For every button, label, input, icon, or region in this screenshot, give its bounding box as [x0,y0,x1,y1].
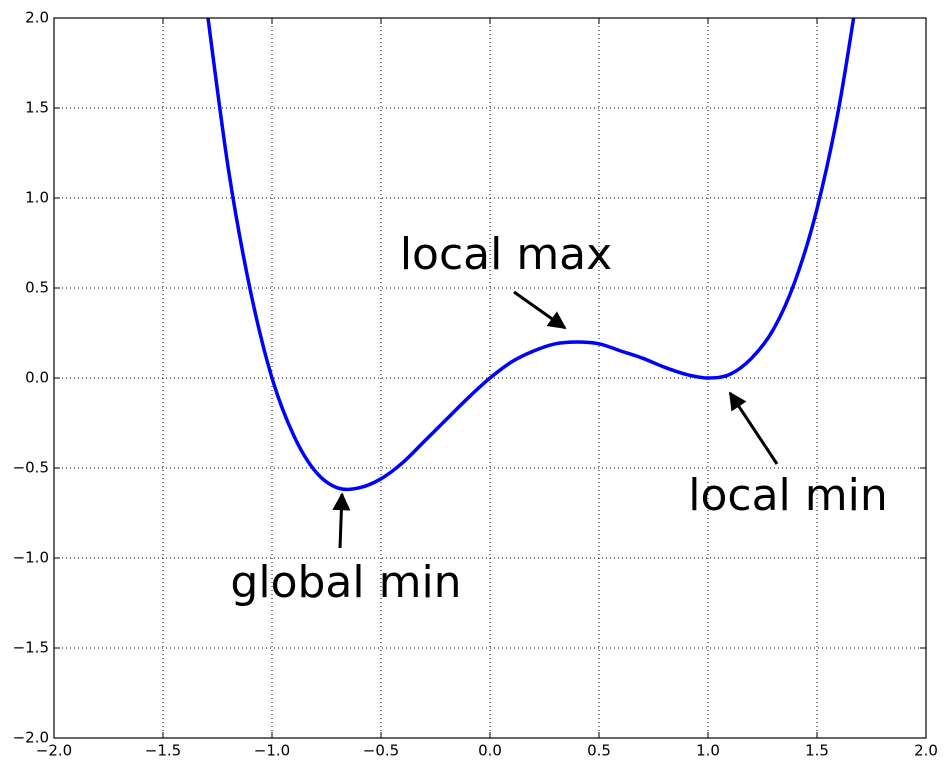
x-tick-label: −1.0 [254,742,290,760]
y-tick-label: −0.5 [13,459,49,477]
x-tick-label: 0.0 [478,742,502,760]
annotation-arrow [332,492,351,549]
x-tick-label: −1.5 [145,742,181,760]
annotation: global min [230,557,461,608]
line-series [206,18,856,492]
x-tick-label: 1.5 [805,742,829,760]
y-tick-label: 2.0 [25,9,49,27]
y-tick-label: 0.5 [25,279,49,297]
x-tick-label: −0.5 [363,742,399,760]
x-tick-label: 2.0 [914,742,938,760]
y-tick-label: −1.0 [13,549,49,567]
y-tick-label: 1.5 [25,99,49,117]
annotation-arrow [513,290,567,330]
x-tick-label: −2.0 [36,742,72,760]
y-tick-label: −1.5 [13,639,49,657]
x-tick-label: 1.0 [696,742,720,760]
annotation: local max [400,229,612,280]
plot-frame [53,17,927,739]
y-tick-label: 0.0 [25,369,49,387]
annotation-arrow [728,391,779,465]
x-tick-label: 0.5 [587,742,611,760]
y-tick-label: 1.0 [25,189,49,207]
y-tick-label: −2.0 [13,729,49,747]
annotation: local min [688,470,887,521]
